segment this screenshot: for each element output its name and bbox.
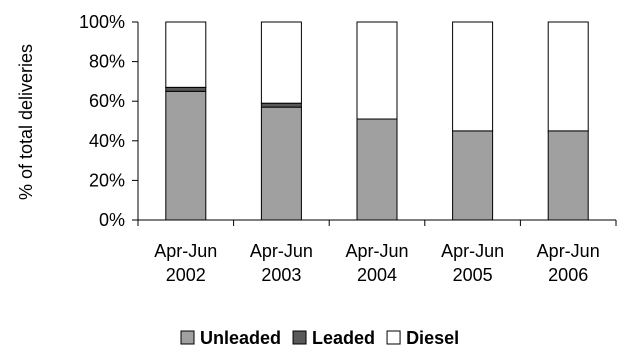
x-tick-label: 2005 xyxy=(453,265,493,285)
y-tick-label: 20% xyxy=(89,170,125,190)
bar-segment-unleaded-2 xyxy=(260,106,302,221)
legend: Unleaded Leaded Diesel xyxy=(180,328,459,348)
x-tick-label: Apr-Jun xyxy=(441,241,504,261)
y-tick-label: 40% xyxy=(89,131,125,151)
legend-label: Unleaded xyxy=(200,328,281,348)
x-ticks-group: Apr-Jun 2002 Apr-Jun 2003 Apr-Jun 2004 Apr-Jun… xyxy=(137,220,617,285)
x-tick-label: Apr-Jun xyxy=(345,241,408,261)
legend-label: Leaded xyxy=(312,328,375,348)
y-tick-label: 0% xyxy=(99,210,125,230)
legend-label: Diesel xyxy=(406,328,459,348)
y-tick-label: 80% xyxy=(89,52,125,72)
axes-group xyxy=(137,22,616,221)
x-tick-label: 2002 xyxy=(166,265,206,285)
bar-segment-diesel-3 xyxy=(356,21,398,120)
y-axis-title: % of total deliveries xyxy=(16,44,36,200)
bar-segment-leaded-1 xyxy=(165,86,207,92)
legend-swatch xyxy=(292,330,307,345)
x-tick-label: 2004 xyxy=(357,265,397,285)
bar-segment-unleaded-1 xyxy=(165,90,207,221)
y-tick-label: 100% xyxy=(79,12,125,32)
bars-group xyxy=(165,21,589,221)
bar-segment-diesel-5 xyxy=(547,21,589,132)
bar-segment-diesel-1 xyxy=(165,21,207,88)
x-tick-label: Apr-Jun xyxy=(250,241,313,261)
x-tick-label: 2003 xyxy=(261,265,301,285)
legend-item-diesel: Diesel xyxy=(386,328,459,348)
x-tick-label: 2006 xyxy=(548,265,588,285)
bar-segment-diesel-4 xyxy=(452,21,494,132)
y-tick-label: 60% xyxy=(89,91,125,111)
x-tick-label: Apr-Jun xyxy=(154,241,217,261)
bar-segment-unleaded-3 xyxy=(356,118,398,221)
x-tick-label: Apr-Jun xyxy=(537,241,600,261)
bar-segment-leaded-2 xyxy=(260,102,302,108)
legend-swatch xyxy=(180,330,195,345)
legend-swatch xyxy=(386,330,401,345)
legend-item-leaded: Leaded xyxy=(292,328,375,348)
bar-segment-unleaded-4 xyxy=(452,130,494,221)
legend-item-unleaded: Unleaded xyxy=(180,328,281,348)
bar-segment-unleaded-5 xyxy=(547,130,589,221)
bar-segment-diesel-2 xyxy=(260,21,302,104)
y-ticks-group: 0% 20% 40% 60% 80% 100% xyxy=(79,12,138,230)
